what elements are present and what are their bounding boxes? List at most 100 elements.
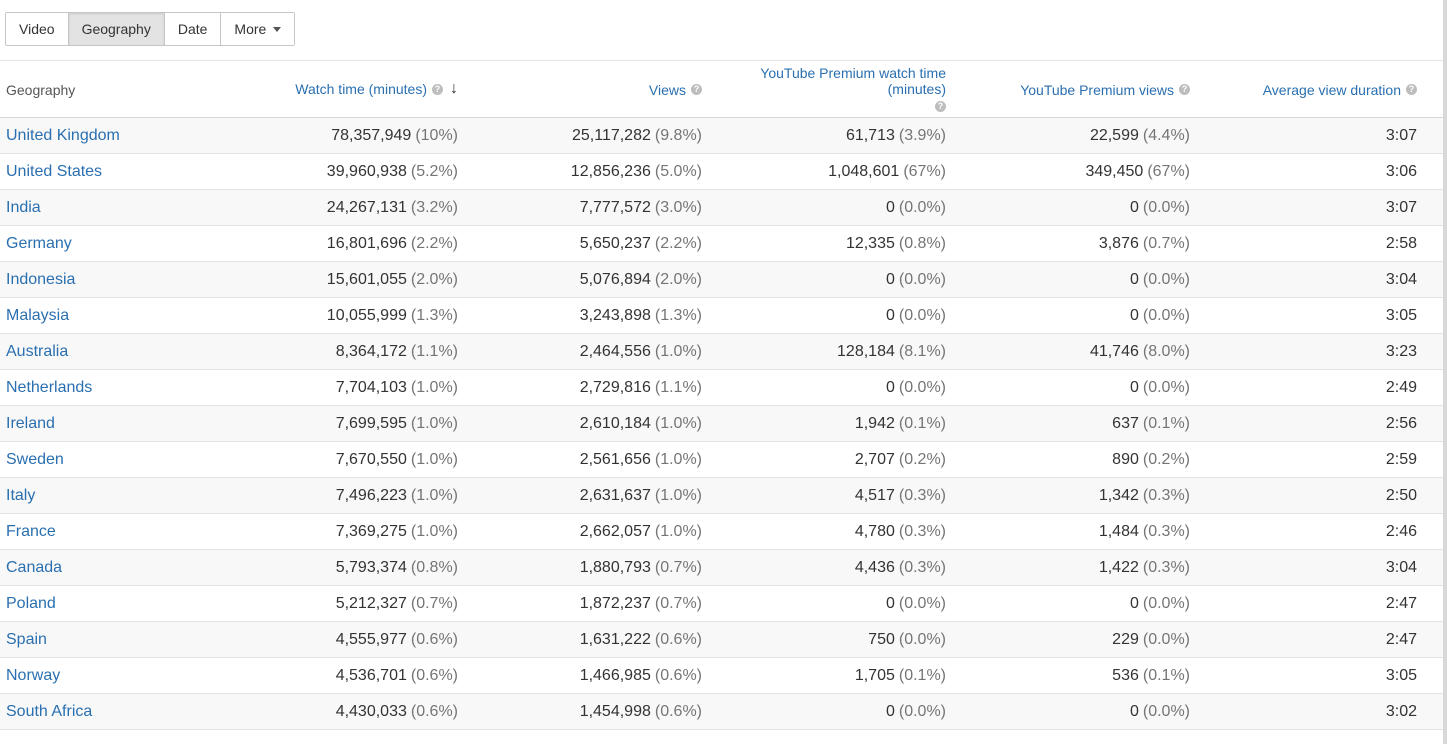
help-icon[interactable]: ? bbox=[935, 100, 946, 112]
cell-watch-time: 16,801,696 (2.2%) bbox=[230, 225, 458, 262]
column-header-premium-watch-time[interactable]: YouTube Premium watch time (minutes)? bbox=[702, 61, 946, 118]
cell-premium-views: 229 (0.0%) bbox=[946, 621, 1190, 658]
geography-link[interactable]: South Africa bbox=[0, 693, 230, 730]
table-body: United Kingdom 78,357,949 (10%) 25,117,282(… bbox=[0, 117, 1443, 730]
cell-watch-time: 10,055,999 (1.3%) bbox=[230, 297, 458, 334]
cell-value: 1,422 bbox=[1098, 558, 1139, 576]
geography-link[interactable]: Spain bbox=[0, 621, 230, 658]
cell-percentage: (0.6%) bbox=[654, 666, 702, 684]
geography-link[interactable]: Ireland bbox=[0, 405, 230, 442]
cell-value: 128,184 bbox=[837, 342, 895, 360]
cell-premium-watch-time: 0 (0.0%) bbox=[702, 585, 946, 622]
help-icon[interactable]: ? bbox=[432, 83, 443, 95]
cell-avg-view-duration: 2:58 bbox=[1190, 225, 1443, 262]
table-row: Malaysia 10,055,999 (1.3%) 3,243,898 (1.3%) 0… bbox=[0, 297, 1443, 334]
geography-link[interactable]: Netherlands bbox=[0, 369, 230, 406]
geography-report-table: Geography Watch time (minutes)? ↓ Views? You… bbox=[0, 61, 1443, 730]
help-icon[interactable]: ? bbox=[1179, 84, 1190, 96]
cell-value: 0 bbox=[1129, 378, 1139, 396]
geography-link[interactable]: India bbox=[0, 189, 230, 226]
cell-percentage: (0.1%) bbox=[1142, 666, 1190, 684]
cell-percentage: (0.1%) bbox=[898, 414, 946, 432]
cell-percentage: (1.3%) bbox=[654, 306, 702, 324]
help-icon[interactable]: ? bbox=[691, 84, 702, 96]
geography-link[interactable]: Australia bbox=[0, 333, 230, 370]
cell-watch-time: 8,364,172 (1.1%) bbox=[230, 333, 458, 370]
cell-percentage: (0.0%) bbox=[1142, 270, 1190, 288]
column-header-avg-view-duration[interactable]: Average view duration? bbox=[1190, 61, 1443, 118]
cell-percentage: (0.6%) bbox=[654, 630, 702, 648]
geography-link[interactable]: Germany bbox=[0, 225, 230, 262]
cell-value: 0 bbox=[885, 306, 895, 324]
cell-percentage: (8.0%) bbox=[1142, 342, 1190, 360]
column-header-geography[interactable]: Geography bbox=[0, 61, 230, 118]
cell-views: 2,561,656 (1.0%) bbox=[458, 441, 702, 478]
cell-percentage: (1.0%) bbox=[410, 378, 458, 396]
column-header-watch-time[interactable]: Watch time (minutes)? ↓ bbox=[230, 61, 458, 118]
cell-views: 2,631,637 (1.0%) bbox=[458, 477, 702, 514]
cell-watch-time: 7,670,550 (1.0%) bbox=[230, 441, 458, 478]
cell-percentage: (0.3%) bbox=[898, 486, 946, 504]
table-row: Indonesia 15,601,055 (2.0%) 5,076,894 (2.0%)… bbox=[0, 261, 1443, 298]
cell-value: 10,055,999 bbox=[326, 306, 407, 324]
cell-avg-view-duration: 2:56 bbox=[1190, 405, 1443, 442]
geography-link[interactable]: Indonesia bbox=[0, 261, 230, 298]
cell-premium-views: 0 (0.0%) bbox=[946, 261, 1190, 298]
cell-percentage: (0.3%) bbox=[898, 558, 946, 576]
cell-percentage: (1.0%) bbox=[654, 414, 702, 432]
cell-value: 0 bbox=[885, 702, 895, 720]
tab-date[interactable]: Date bbox=[164, 13, 222, 45]
cell-value: 7,670,550 bbox=[335, 450, 407, 468]
cell-percentage: (0.3%) bbox=[1142, 522, 1190, 540]
table-row: South Africa 4,430,033 (0.6%) 1,454,998 (0.6… bbox=[0, 693, 1443, 730]
cell-views: 7,777,572 (3.0%) bbox=[458, 189, 702, 226]
cell-value: 78,357,949 bbox=[331, 126, 412, 144]
geography-link[interactable]: Norway bbox=[0, 657, 230, 694]
cell-percentage: (0.0%) bbox=[1142, 594, 1190, 612]
cell-percentage: (0.6%) bbox=[410, 666, 458, 684]
tab-video[interactable]: Video bbox=[6, 13, 69, 45]
cell-watch-time: 15,601,055 (2.0%) bbox=[230, 261, 458, 298]
geography-link[interactable]: United States bbox=[0, 153, 230, 190]
geography-link[interactable]: France bbox=[0, 513, 230, 550]
cell-premium-views: 1,422 (0.3%) bbox=[946, 549, 1190, 586]
help-icon[interactable]: ? bbox=[1406, 84, 1417, 96]
cell-value: 1,484 bbox=[1098, 522, 1139, 540]
cell-percentage: (0.2%) bbox=[898, 450, 946, 468]
cell-percentage: (0.0%) bbox=[898, 198, 946, 216]
geography-link[interactable]: United Kingdom bbox=[0, 117, 230, 154]
cell-value: 2,662,057 bbox=[579, 522, 651, 540]
geography-link[interactable]: Malaysia bbox=[0, 297, 230, 334]
cell-views: 2,610,184 (1.0%) bbox=[458, 405, 702, 442]
cell-value: 12,335 bbox=[845, 234, 895, 252]
tab-geography[interactable]: Geography bbox=[68, 13, 165, 45]
cell-percentage: (5.2%) bbox=[410, 162, 458, 180]
geography-link[interactable]: Canada bbox=[0, 549, 230, 586]
column-header-premium-views[interactable]: YouTube Premium views? bbox=[946, 61, 1190, 118]
cell-views: 5,650,237 (2.2%) bbox=[458, 225, 702, 262]
cell-avg-view-duration: 2:59 bbox=[1190, 441, 1443, 478]
cell-premium-views: 0 (0.0%) bbox=[946, 297, 1190, 334]
sort-descending-arrow-icon[interactable]: ↓ bbox=[450, 80, 458, 98]
cell-percentage: (0.0%) bbox=[898, 306, 946, 324]
table-row: Poland 5,212,327 (0.7%) 1,872,237 (0.7%) 0 (0.… bbox=[0, 585, 1443, 622]
column-header-label: Watch time (minutes) bbox=[295, 81, 427, 98]
cell-value: 0 bbox=[885, 594, 895, 612]
cell-views: 1,454,998 (0.6%) bbox=[458, 693, 702, 730]
geography-link[interactable]: Poland bbox=[0, 585, 230, 622]
cell-percentage: (0.0%) bbox=[898, 594, 946, 612]
cell-percentage: (0.7%) bbox=[654, 594, 702, 612]
scrollbar[interactable] bbox=[1443, 0, 1447, 744]
cell-percentage: (9.8%) bbox=[654, 126, 702, 144]
cell-value: 0 bbox=[1129, 198, 1139, 216]
geography-link[interactable]: Italy bbox=[0, 477, 230, 514]
tab-more-dropdown[interactable]: More bbox=[221, 13, 295, 45]
table-top-divider bbox=[0, 60, 1443, 61]
cell-views: 1,631,222 (0.6%) bbox=[458, 621, 702, 658]
geography-link[interactable]: Sweden bbox=[0, 441, 230, 478]
cell-premium-watch-time: 4,436 (0.3%) bbox=[702, 549, 946, 586]
cell-value: 7,777,572 bbox=[579, 198, 651, 216]
cell-value: 1,705 bbox=[854, 666, 895, 684]
cell-value: 3,876 bbox=[1098, 234, 1139, 252]
column-header-views[interactable]: Views? bbox=[458, 61, 702, 118]
